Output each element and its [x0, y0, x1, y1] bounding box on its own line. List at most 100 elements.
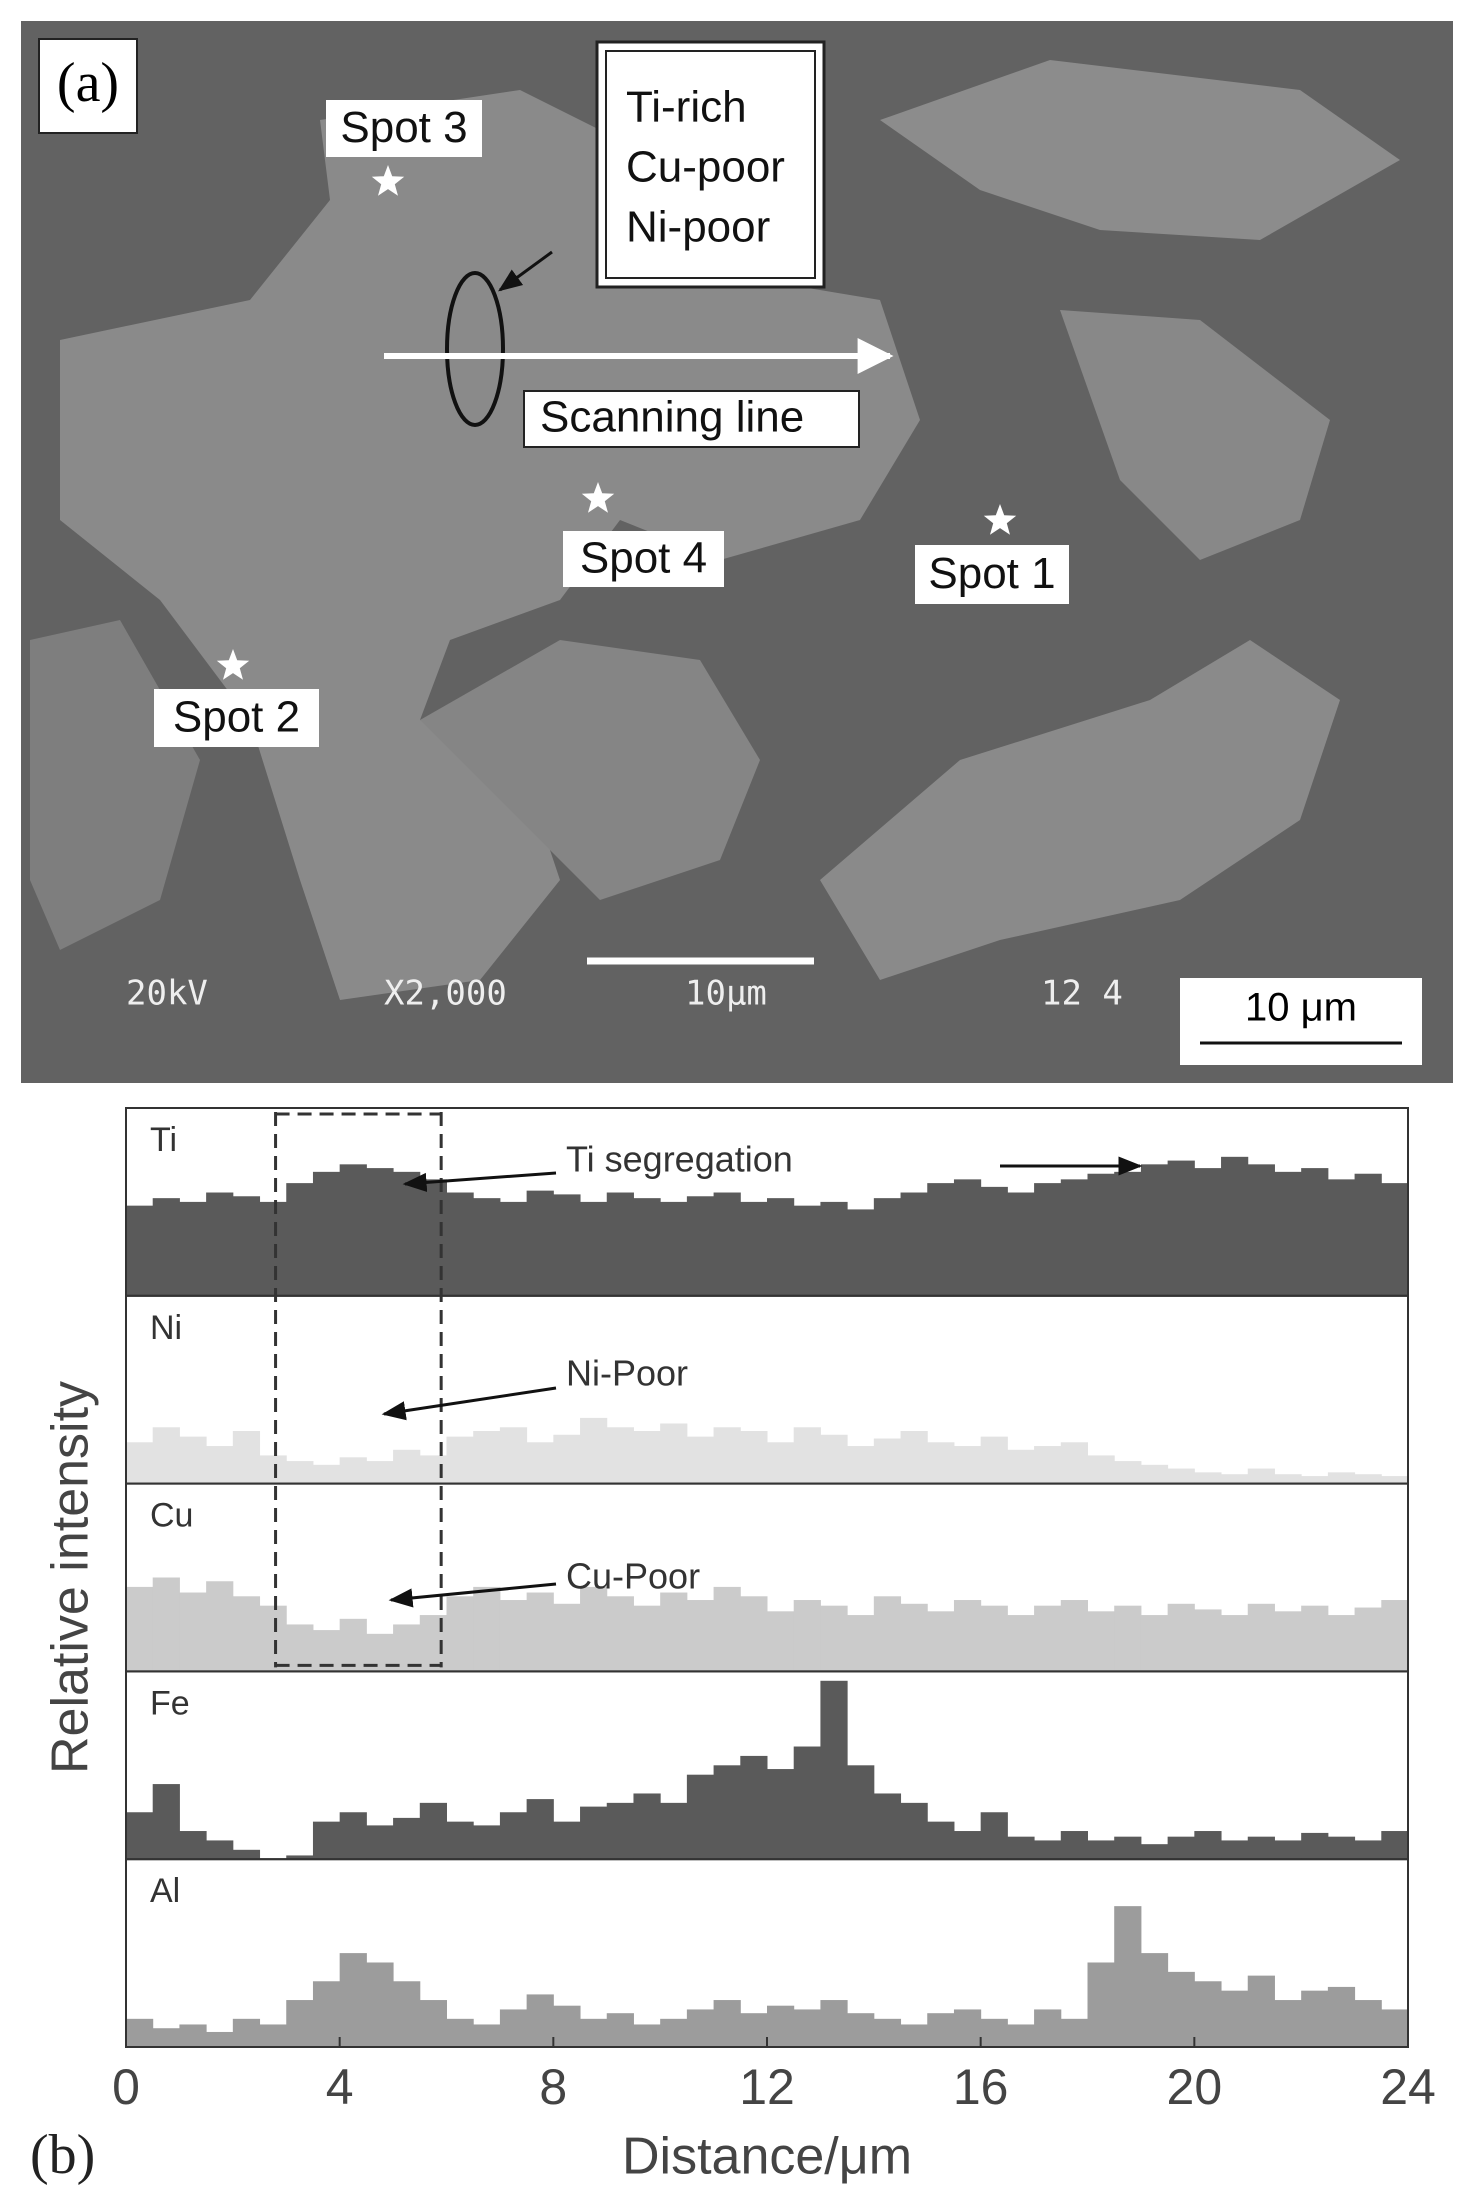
intensity-bar [606, 1802, 634, 1860]
intensity-bar [847, 1765, 875, 1860]
intensity-bar [953, 1600, 982, 1672]
intensity-bar [232, 2018, 261, 2047]
intensity-bar [366, 1825, 394, 1860]
intensity-bar [1301, 1990, 1329, 2047]
intensity-bar [446, 1192, 474, 1296]
intensity-bar [1194, 1981, 1222, 2047]
intensity-bar [606, 1596, 634, 1672]
intensity-bar [580, 1806, 608, 1860]
intensity-bar [980, 1812, 1008, 1860]
intensity-bar [526, 1442, 554, 1484]
intensity-bar [473, 1825, 501, 1860]
intensity-bar [152, 2028, 180, 2047]
intensity-bar [1354, 1474, 1382, 1484]
intensity-bar [633, 2024, 661, 2047]
intensity-bar [1087, 1840, 1115, 1860]
callout-line: Cu-poor [626, 143, 785, 192]
intensity-bar [1247, 1468, 1275, 1484]
intensity-bar [286, 1624, 314, 1672]
intensity-bar [553, 1434, 581, 1484]
intensity-bar [419, 1615, 447, 1672]
intensity-bar [1007, 1449, 1035, 1484]
intensity-bar [713, 1427, 741, 1484]
intensity-bar [1301, 1605, 1329, 1672]
intensity-bar [1034, 1446, 1062, 1484]
intensity-bar [793, 2009, 821, 2047]
intensity-bar [980, 2018, 1008, 2047]
x-axis-label: Distance/μm [622, 2128, 912, 2186]
annotation-arrow [388, 1582, 557, 1608]
intensity-bar [286, 1855, 314, 1860]
intensity-bar [526, 1190, 554, 1296]
intensity-bar [419, 1179, 447, 1296]
intensity-bar [179, 1592, 207, 1672]
intensity-bar [580, 2018, 608, 2047]
intensity-bar [179, 2024, 207, 2047]
intensity-bar [873, 1198, 902, 1296]
intensity-bar [499, 1427, 528, 1484]
intensity-bar [473, 1586, 501, 1672]
intensity-bar [820, 1434, 848, 1484]
intensity-bar [767, 2005, 795, 2047]
y-axis-label: Relative intensity [42, 1381, 100, 1774]
intensity-bar [873, 1438, 902, 1484]
intensity-bar [820, 1680, 848, 1860]
intensity-bar [446, 1436, 474, 1484]
intensity-bar [499, 1201, 528, 1296]
intensity-bar [1327, 1179, 1356, 1296]
intensity-bar [1060, 1179, 1088, 1296]
intensity-bar [419, 1802, 447, 1860]
intensity-bar [499, 1600, 528, 1672]
intensity-bar [1247, 1836, 1275, 1860]
intensity-bar [152, 1577, 180, 1672]
intensity-bar [1140, 1615, 1169, 1672]
info-bar: X2,000 [384, 974, 507, 1014]
intensity-bar [767, 1442, 795, 1484]
intensity-bar [686, 2009, 715, 2047]
intensity-bar [793, 1205, 821, 1296]
series-label: Fe [150, 1684, 190, 1722]
intensity-bar [1060, 1600, 1088, 1672]
intensity-bar [953, 1446, 982, 1484]
callout-box [595, 40, 826, 289]
intensity-bar [366, 1168, 394, 1296]
intensity-bar [1167, 1160, 1195, 1296]
intensity-bar [953, 1831, 982, 1860]
intensity-bar [206, 1192, 234, 1296]
intensity-bar [1381, 1476, 1409, 1484]
intensity-bar [179, 1436, 207, 1484]
intensity-bar [1221, 1474, 1249, 1484]
scan-label: Scanning line [540, 393, 804, 442]
intensity-bar [660, 1423, 688, 1484]
intensity-bar [686, 1774, 715, 1860]
intensity-bar [473, 2024, 501, 2047]
intensity-bar [419, 1455, 447, 1484]
intensity-bar [152, 1427, 180, 1484]
intensity-bar [1087, 1611, 1115, 1672]
intensity-bar [206, 1840, 234, 1860]
intensity-bar [740, 1201, 768, 1296]
intensity-bar [179, 1201, 207, 1296]
intensity-bar [526, 1799, 554, 1860]
intensity-bar [1167, 1603, 1195, 1672]
intensity-bar [232, 1849, 261, 1860]
intensity-bar [259, 1605, 287, 1672]
intensity-bar [1247, 1164, 1275, 1296]
series-label: Ni [150, 1309, 182, 1347]
intensity-bar [980, 1605, 1008, 1672]
spot-label: Spot 3 [340, 103, 467, 152]
x-tick-label: 4 [326, 2059, 354, 2115]
intensity-bar [1114, 1605, 1142, 1672]
intensity-bar [1007, 1192, 1035, 1296]
intensity-bar [1354, 2000, 1382, 2047]
panel-label-box [38, 38, 138, 134]
intensity-bar [633, 1605, 661, 1672]
intensity-bar [366, 1461, 394, 1484]
intensity-bar [633, 1431, 661, 1484]
intensity-bar [126, 2018, 154, 2047]
intensity-bar [660, 1592, 688, 1672]
sem-grain [420, 640, 760, 900]
intensity-bar [580, 1201, 608, 1296]
spot-star [581, 482, 615, 513]
intensity-bar [473, 1198, 501, 1296]
